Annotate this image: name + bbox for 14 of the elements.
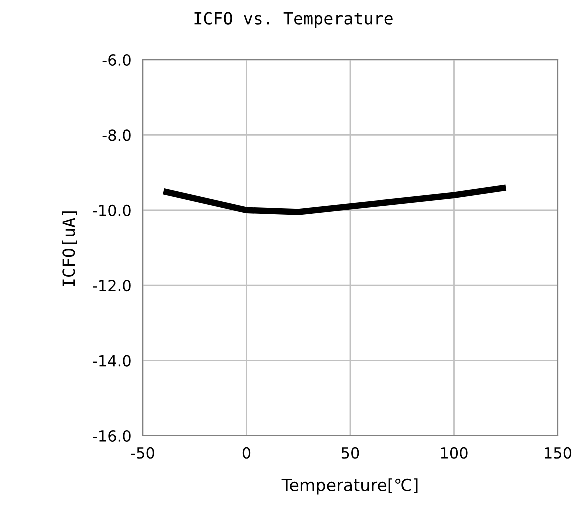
x-tick-label: 150 (545, 447, 572, 459)
x-axis-title: Temperature[℃] (282, 478, 418, 495)
x-tick-label: 50 (342, 447, 360, 459)
x-tick-label: 0 (242, 447, 251, 459)
y-tick-label: -10.0 (93, 204, 131, 216)
y-tick-label: -12.0 (93, 280, 131, 292)
x-tick-label: 100 (441, 447, 468, 459)
y-tick-label: -16.0 (93, 430, 131, 442)
chart-title: ICFO vs. Temperature (194, 12, 393, 28)
x-tick-label: -50 (131, 447, 154, 459)
y-tick-label: -8.0 (102, 130, 131, 142)
y-tick-label: -14.0 (93, 355, 131, 367)
y-tick-label: -6.0 (102, 54, 131, 66)
y-axis-title: ICFO[uA] (62, 212, 78, 286)
